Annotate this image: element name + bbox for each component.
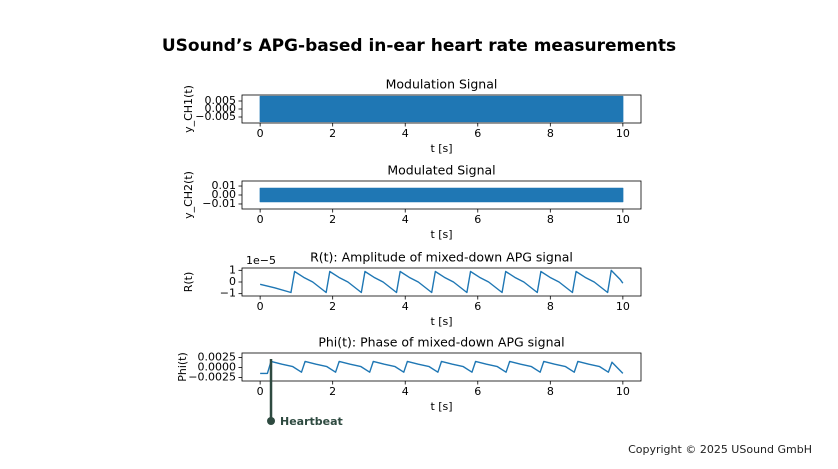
x-tick-label: 10 <box>616 385 630 398</box>
subplot-title: R(t): Amplitude of mixed-down APG signal <box>310 250 573 265</box>
y-tick-label: −0.01 <box>202 197 236 210</box>
x-axis-label: t [s] <box>430 142 452 155</box>
x-tick-label: 8 <box>547 127 554 140</box>
x-axis-label: t [s] <box>430 315 452 328</box>
y-tick-label: 0.005 <box>205 94 237 107</box>
y-tick-label: −0.0025 <box>188 370 236 383</box>
annotation-dot <box>267 417 276 425</box>
y-axis-label: y_CH1(t) <box>182 85 195 133</box>
x-tick-label: 2 <box>329 385 336 398</box>
x-tick-label: 0 <box>257 213 264 226</box>
axes-frame <box>241 94 642 124</box>
x-tick-label: 8 <box>547 213 554 226</box>
x-tick-label: 2 <box>329 213 336 226</box>
subplot-title: Modulation Signal <box>386 77 498 92</box>
axes-frame <box>241 180 642 210</box>
subplot-title: Phi(t): Phase of mixed-down APG signal <box>318 335 564 350</box>
offset-label: 1e−5 <box>246 254 276 267</box>
y-tick-label: 0.000 <box>205 102 237 115</box>
y-tick-label: −0.005 <box>195 110 236 123</box>
x-tick-label: 4 <box>402 300 409 313</box>
annotation-label: Heartbeat <box>280 415 343 428</box>
signal-line <box>260 360 624 375</box>
x-tick-label: 4 <box>402 213 409 226</box>
y-tick-label: 1 <box>229 263 236 276</box>
x-tick-label: 10 <box>616 127 630 140</box>
x-tick-label: 6 <box>474 300 481 313</box>
x-tick-label: 10 <box>616 213 630 226</box>
x-tick-label: 6 <box>474 127 481 140</box>
x-tick-label: 0 <box>257 127 264 140</box>
signal-band <box>259 187 624 203</box>
y-tick-label: 0.01 <box>212 179 237 192</box>
x-tick-label: 4 <box>402 385 409 398</box>
y-axis-label: Phi(t) <box>176 352 189 382</box>
y-tick-label: 0.0000 <box>198 360 237 373</box>
copyright: Copyright © 2025 USound GmbH <box>628 443 812 456</box>
x-tick-label: 8 <box>547 385 554 398</box>
y-tick-label: 0.00 <box>212 188 237 201</box>
x-tick-label: 0 <box>257 300 264 313</box>
x-axis-label: t [s] <box>430 228 452 241</box>
subplot-title: Modulated Signal <box>387 163 495 178</box>
x-tick-label: 2 <box>329 300 336 313</box>
x-axis-label: t [s] <box>430 400 452 413</box>
x-tick-label: 6 <box>474 213 481 226</box>
y-tick-label: 0 <box>229 275 236 288</box>
y-axis-label: y_CH2(t) <box>182 171 195 219</box>
signal-line <box>259 269 624 294</box>
x-tick-label: 10 <box>616 300 630 313</box>
page-title: USound’s APG-based in-ear heart rate mea… <box>162 36 676 56</box>
x-tick-label: 8 <box>547 300 554 313</box>
x-tick-label: 0 <box>257 385 264 398</box>
y-tick-label: 0.0025 <box>198 350 237 363</box>
y-tick-label: −1 <box>220 287 236 300</box>
axes-frame <box>241 352 642 382</box>
y-axis-label: R(t) <box>182 272 195 293</box>
x-tick-label: 6 <box>474 385 481 398</box>
axes-frame <box>241 267 642 297</box>
x-tick-label: 4 <box>402 127 409 140</box>
signal-band <box>259 95 624 123</box>
x-tick-label: 2 <box>329 127 336 140</box>
